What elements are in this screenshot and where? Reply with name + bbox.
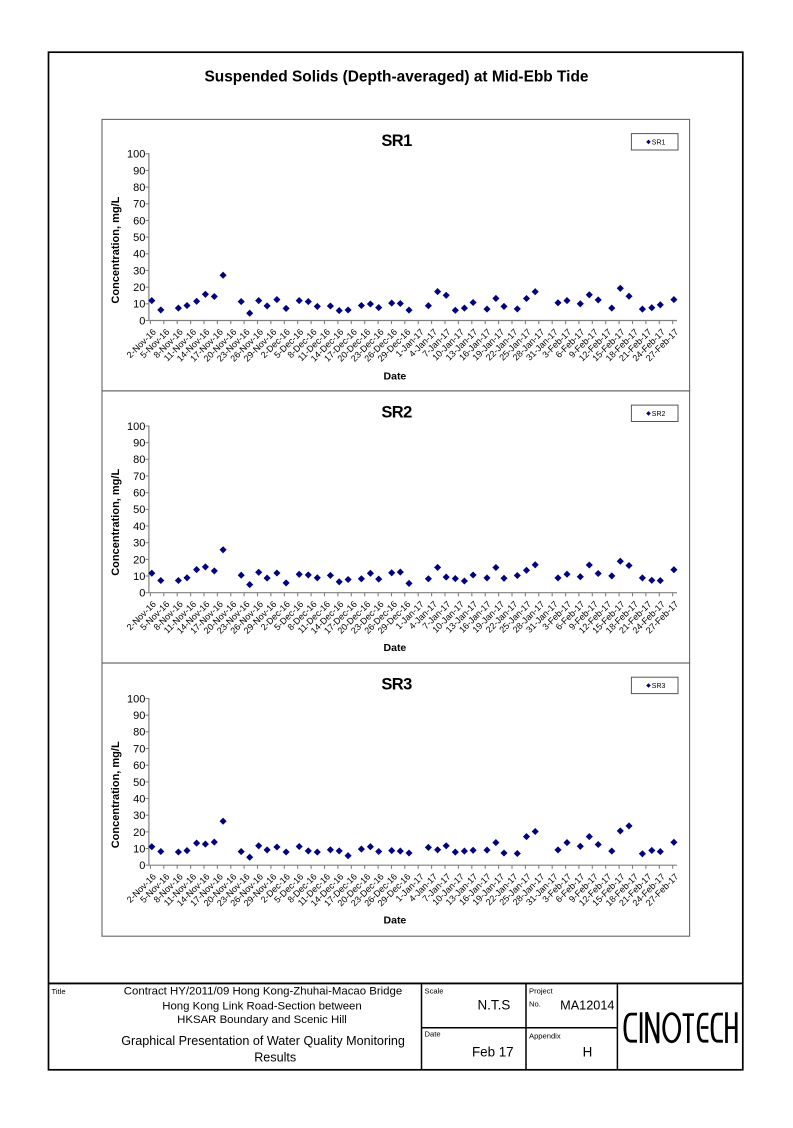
svg-text:Suspended Solids (Depth-averag: Suspended Solids (Depth-averaged) at Mid… [205,68,589,85]
svg-text:90: 90 [133,165,145,177]
svg-text:70: 70 [133,199,145,211]
svg-text:70: 70 [133,743,145,755]
svg-text:100: 100 [127,693,145,705]
svg-text:Date: Date [384,914,407,926]
svg-text:40: 40 [133,249,145,261]
svg-text:40: 40 [133,793,145,805]
svg-text:70: 70 [133,471,145,483]
svg-text:Date: Date [384,371,407,383]
svg-text:SR1: SR1 [652,140,666,147]
svg-text:SR2: SR2 [381,403,412,421]
svg-text:10: 10 [133,571,145,583]
svg-text:H: H [583,1045,593,1060]
svg-text:30: 30 [133,810,145,822]
svg-text:10: 10 [133,299,145,311]
svg-text:60: 60 [133,488,145,500]
svg-text:Title: Title [52,987,66,996]
svg-text:80: 80 [133,182,145,194]
svg-text:Concentration, mg/L: Concentration, mg/L [110,741,122,848]
svg-text:Appendix: Appendix [529,1032,561,1041]
svg-text:Date: Date [425,1030,441,1039]
svg-text:Contract HY/2011/09 Hong Kong-: Contract HY/2011/09 Hong Kong-Zhuhai-Mac… [124,986,402,998]
svg-text:90: 90 [133,438,145,450]
svg-text:0: 0 [139,315,145,327]
svg-text:90: 90 [133,710,145,722]
svg-text:20: 20 [133,554,145,566]
svg-text:MA12014: MA12014 [560,999,614,1013]
svg-text:50: 50 [133,777,145,789]
svg-text:SR2: SR2 [652,411,666,418]
svg-text:80: 80 [133,727,145,739]
svg-text:100: 100 [127,149,145,161]
svg-text:30: 30 [133,538,145,550]
svg-text:60: 60 [133,215,145,227]
svg-text:SR3: SR3 [652,683,666,690]
svg-text:20: 20 [133,282,145,294]
svg-text:Hong Kong Link Road-Section be: Hong Kong Link Road-Section between [162,1000,361,1012]
svg-text:20: 20 [133,827,145,839]
svg-text:Date: Date [384,642,407,654]
svg-text:Scale: Scale [425,987,444,996]
svg-text:No.: No. [529,1000,541,1009]
svg-text:SR3: SR3 [381,676,412,694]
svg-text:N.T.S: N.T.S [478,998,511,1013]
svg-text:50: 50 [133,504,145,516]
svg-text:Concentration, mg/L: Concentration, mg/L [110,469,122,576]
svg-text:SR1: SR1 [381,132,412,150]
svg-text:Feb 17: Feb 17 [472,1045,514,1060]
svg-text:0: 0 [139,588,145,600]
svg-text:50: 50 [133,232,145,244]
svg-text:Project: Project [529,987,554,996]
svg-text:0: 0 [139,860,145,872]
svg-text:30: 30 [133,265,145,277]
svg-text:60: 60 [133,760,145,772]
svg-text:40: 40 [133,521,145,533]
svg-text:10: 10 [133,843,145,855]
svg-text:Graphical Presentation of Wate: Graphical Presentation of Water Quality … [121,1034,405,1048]
svg-text:HKSAR Boundary and Scenic Hill: HKSAR Boundary and Scenic Hill [177,1014,347,1026]
svg-text:Results: Results [254,1050,296,1064]
svg-text:100: 100 [127,421,145,433]
svg-text:Concentration, mg/L: Concentration, mg/L [110,196,122,303]
svg-text:80: 80 [133,454,145,466]
